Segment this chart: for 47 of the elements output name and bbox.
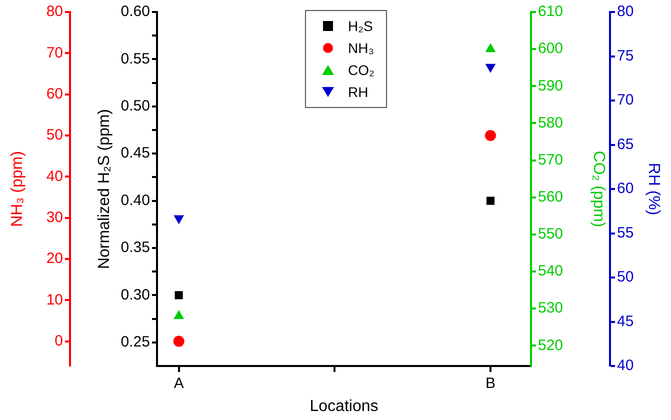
x-axis-title: Locations (310, 398, 378, 415)
y-tick-label: 70 (46, 44, 63, 62)
y-tick-label: 0.55 (120, 50, 150, 68)
legend-label: RH (348, 83, 368, 102)
y2-tick-label: 570 (538, 151, 564, 168)
y-tick-label: 0.50 (120, 98, 150, 115)
y3-axis-title: RH (%) (644, 162, 662, 216)
y-tick-label: 50 (46, 126, 63, 144)
y2-tick-label: 590 (538, 77, 564, 94)
y3-tick-label: 65 (617, 136, 634, 153)
y-tick-label: 0.35 (120, 239, 150, 256)
y3-tick-label: 40 (617, 357, 634, 374)
y2-tick-label: 560 (538, 188, 564, 206)
y-tick-label: 0.60 (120, 3, 150, 20)
x-tick-label: A (174, 375, 184, 392)
y3-tick-label: 45 (617, 312, 634, 330)
y3-tick-label: 55 (617, 224, 634, 242)
y-axis-title: Normalized H₂S (ppm) (96, 108, 114, 270)
y-tick-label: 30 (46, 208, 63, 226)
y-tick-label: 80 (46, 3, 63, 20)
y-tick-label: 0.30 (120, 286, 150, 304)
y2-tick-label: 520 (538, 336, 564, 354)
y3-tick-label: 50 (617, 268, 634, 286)
y-axis-title: NH₃ (ppm) (9, 151, 26, 227)
y-tick-label: 40 (46, 168, 63, 185)
y2-tick-label: 550 (538, 226, 564, 243)
y-tick-label: 60 (46, 85, 63, 102)
y2-tick-label: 540 (538, 262, 564, 280)
legend-label: CO₂ (348, 61, 374, 80)
y2-tick-label: 580 (538, 114, 564, 132)
y-tick-label: 0 (54, 332, 63, 350)
y3-tick-label: 75 (617, 47, 634, 64)
y2-tick-label: 600 (538, 40, 564, 58)
y2-tick-label: 530 (538, 300, 564, 317)
y-tick-label: 0.40 (120, 192, 150, 209)
y-tick-label: 0.25 (120, 334, 150, 351)
y-tick-label: 0.45 (120, 144, 150, 162)
y-tick-label: 10 (46, 291, 63, 308)
y3-tick-label: 80 (617, 3, 634, 20)
y3-tick-label: 70 (617, 92, 634, 109)
legend-label: H₂S (348, 17, 373, 36)
x-tick-label: B (485, 375, 496, 392)
y3-tick-label: 60 (617, 180, 634, 198)
y2-axis-title: CO₂ (ppm) (590, 150, 607, 228)
y2-tick-label: 610 (538, 3, 564, 20)
legend-label: NH₃ (348, 39, 374, 58)
y-tick-label: 20 (46, 250, 63, 268)
